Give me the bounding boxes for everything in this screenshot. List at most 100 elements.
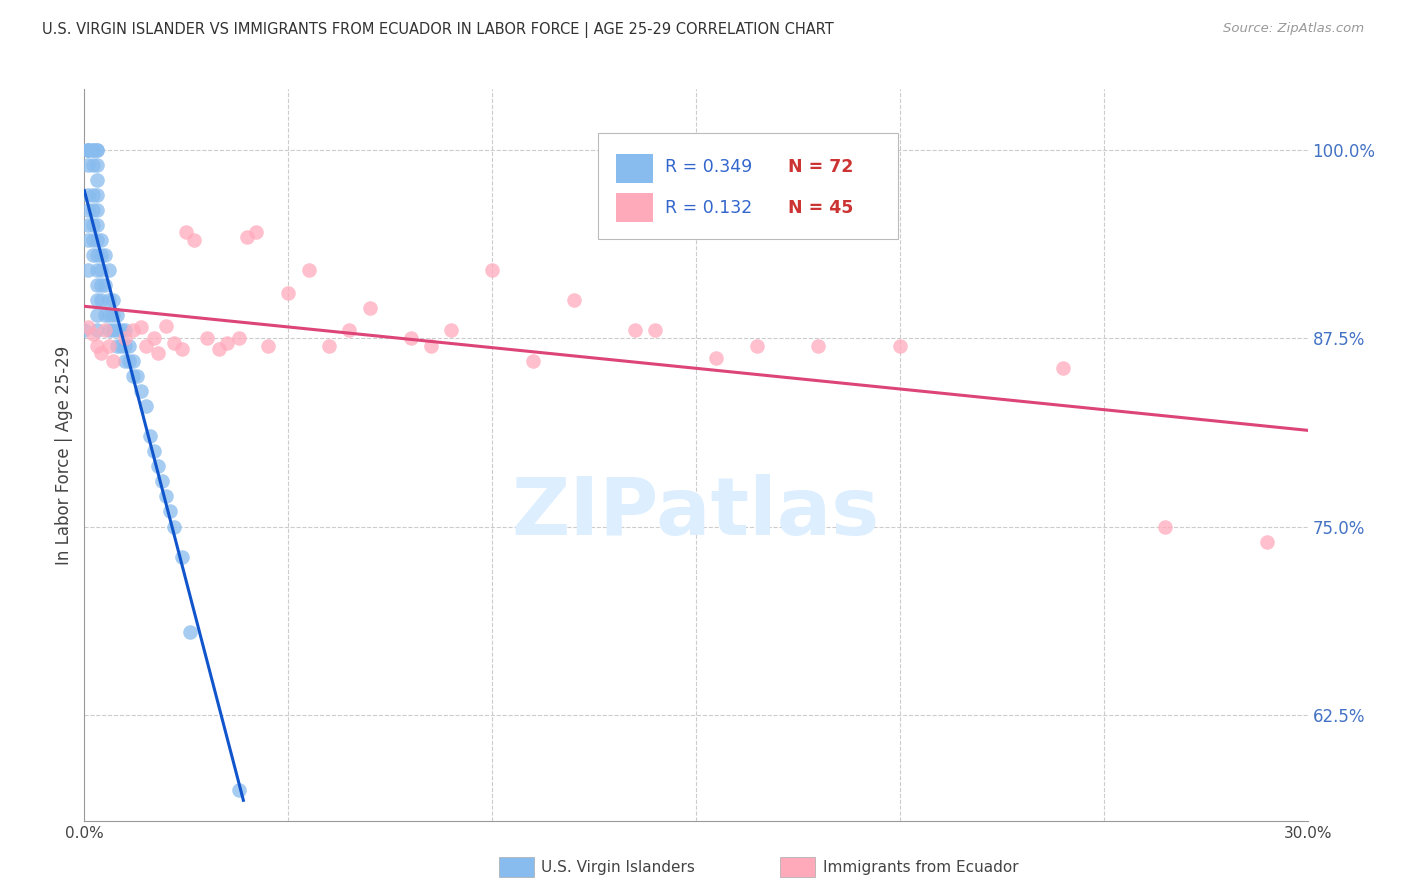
Point: [86, 338, 108, 352]
Point: [86, 143, 108, 157]
Point: [127, 368, 149, 383]
Point: [97, 263, 120, 277]
Text: R = 0.132: R = 0.132: [665, 199, 752, 217]
Point: [114, 353, 136, 368]
Point: [90, 346, 112, 360]
Point: [562, 293, 585, 308]
Point: [90, 248, 112, 262]
Point: [77, 202, 100, 217]
Point: [77, 143, 100, 157]
Text: R = 0.349: R = 0.349: [665, 159, 752, 177]
Point: [118, 353, 141, 368]
Point: [105, 338, 128, 352]
Point: [86, 187, 108, 202]
Text: N = 72: N = 72: [787, 159, 853, 177]
Point: [114, 338, 136, 352]
Point: [135, 399, 157, 413]
Point: [77, 143, 100, 157]
Point: [105, 309, 128, 323]
Text: Immigrants from Ecuador: Immigrants from Ecuador: [823, 860, 1018, 874]
Point: [1052, 361, 1074, 376]
Y-axis label: In Labor Force | Age 25-29: In Labor Force | Age 25-29: [55, 345, 73, 565]
Point: [77, 143, 100, 157]
Point: [77, 320, 100, 334]
Bar: [616, 153, 654, 183]
Point: [228, 331, 250, 345]
Point: [77, 233, 100, 247]
Point: [217, 335, 239, 350]
Text: ZIPatlas: ZIPatlas: [512, 475, 880, 552]
Point: [114, 331, 136, 345]
Point: [142, 331, 165, 345]
Point: [82, 218, 104, 232]
Point: [236, 230, 259, 244]
Point: [440, 324, 463, 338]
Point: [97, 338, 120, 352]
Point: [86, 143, 108, 157]
Point: [706, 351, 728, 365]
Point: [150, 475, 173, 489]
Point: [77, 263, 100, 277]
Point: [420, 338, 443, 352]
Point: [86, 248, 108, 262]
Point: [97, 293, 120, 308]
Point: [101, 309, 124, 323]
Point: [142, 444, 165, 458]
FancyBboxPatch shape: [598, 133, 898, 239]
Point: [257, 338, 280, 352]
Point: [172, 549, 194, 564]
Point: [77, 218, 100, 232]
Point: [86, 233, 108, 247]
Point: [114, 324, 136, 338]
Point: [82, 187, 104, 202]
Point: [176, 226, 198, 240]
Point: [747, 338, 769, 352]
Point: [101, 353, 124, 368]
Point: [644, 324, 666, 338]
Point: [163, 335, 186, 350]
Point: [195, 331, 218, 345]
Point: [77, 187, 100, 202]
Point: [86, 218, 108, 232]
Point: [889, 338, 911, 352]
Point: [183, 233, 205, 247]
Point: [135, 338, 157, 352]
Point: [82, 233, 104, 247]
Text: U.S. VIRGIN ISLANDER VS IMMIGRANTS FROM ECUADOR IN LABOR FORCE | AGE 25-29 CORRE: U.S. VIRGIN ISLANDER VS IMMIGRANTS FROM …: [42, 22, 834, 38]
Point: [77, 158, 100, 172]
Point: [110, 338, 132, 352]
Point: [122, 324, 145, 338]
Point: [86, 202, 108, 217]
Text: U.S. Virgin Islanders: U.S. Virgin Islanders: [541, 860, 695, 874]
Point: [245, 226, 267, 240]
Point: [277, 285, 299, 300]
Point: [1256, 534, 1278, 549]
Point: [208, 342, 231, 356]
Point: [86, 172, 108, 186]
Point: [93, 278, 117, 293]
Point: [163, 519, 186, 533]
Point: [146, 459, 169, 474]
Point: [86, 278, 108, 293]
Point: [228, 783, 250, 797]
Point: [86, 309, 108, 323]
Point: [131, 320, 153, 334]
Point: [93, 248, 117, 262]
Bar: [616, 193, 654, 222]
Point: [82, 158, 104, 172]
Point: [339, 324, 361, 338]
Point: [97, 324, 120, 338]
Point: [86, 158, 108, 172]
Point: [179, 625, 201, 640]
Point: [172, 342, 194, 356]
Point: [101, 293, 124, 308]
Point: [399, 331, 422, 345]
Point: [1154, 519, 1177, 533]
Point: [73, 324, 96, 338]
Point: [86, 263, 108, 277]
Point: [318, 338, 340, 352]
Point: [82, 248, 104, 262]
Point: [522, 353, 544, 368]
Point: [90, 263, 112, 277]
Point: [122, 353, 145, 368]
